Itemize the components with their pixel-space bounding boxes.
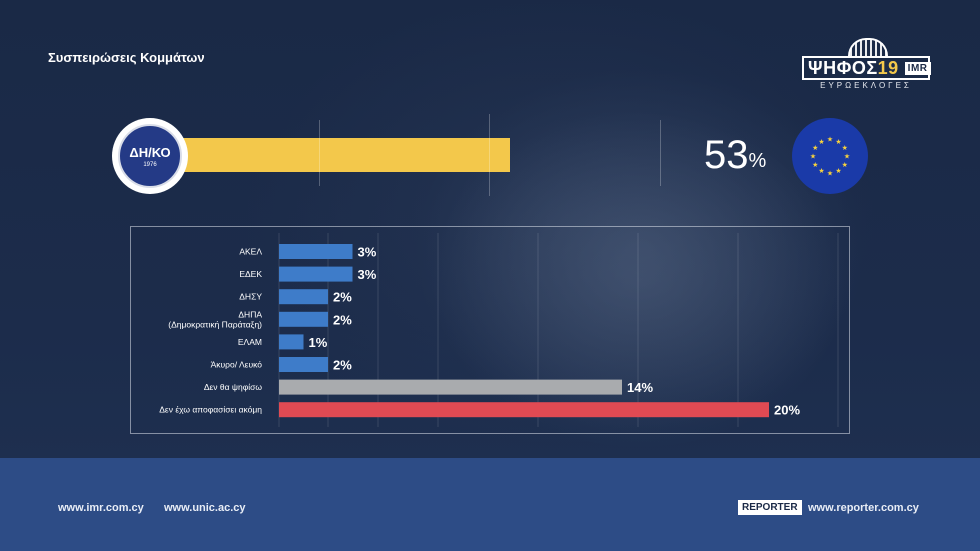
bar-value-label: 2% [333, 358, 352, 373]
category-label: Δεν έχω αποφασίσει ακόμη [159, 405, 262, 415]
eu-star-icon: ★ [827, 170, 833, 178]
eu-star-icon: ★ [810, 153, 816, 161]
gridline [319, 120, 320, 186]
category-label: Άκυρο/ Λευκό [211, 360, 263, 370]
bar [279, 311, 328, 327]
bar [279, 379, 622, 395]
top-party-percent-sign: % [748, 150, 767, 172]
category-label: ΔΗΣΥ [239, 292, 262, 302]
bar-chart: ΑΚΕΛ 3% ΕΔΕΚ 3% ΔΗΣΥ 2% ΔΗΠΑ (Δημοκρατική Παράτ… [159, 233, 839, 427]
eu-star-icon: ★ [844, 153, 850, 161]
logo-wordmark: ΨΗΦΟΣ 19 IMR [802, 56, 931, 80]
footer-link-reporter[interactable]: www.reporter.com.cy [808, 502, 919, 514]
bar-value-label: 14% [627, 380, 653, 395]
eu-star-icon: ★ [835, 167, 841, 175]
category-label: Δεν θα ψηφίσω [204, 382, 263, 392]
bar [279, 357, 328, 372]
top-party-percent-value: 53 [704, 133, 749, 177]
party-logo-year: 1976 [143, 161, 157, 168]
top-party-bar [150, 138, 511, 172]
footer-link-imr[interactable]: www.imr.com.cy [58, 502, 144, 514]
eu-star-icon: ★ [812, 144, 818, 152]
eu-star-icon: ★ [827, 136, 833, 144]
election-logo: ΨΗΦΟΣ 19 IMR ΕΥΡΩΕΚΛΟΓΕΣ [798, 38, 934, 90]
reporter-logo: REPORTER [738, 500, 802, 515]
bar-value-label: 3% [358, 245, 377, 260]
eu-star-icon: ★ [818, 167, 824, 175]
bar-value-label: 2% [333, 312, 352, 327]
eu-flag-icon: ★ ★ ★ ★ ★ ★ ★ ★ ★ ★ ★ ★ [792, 118, 868, 194]
gridline [660, 120, 661, 186]
bar [279, 289, 328, 305]
page-title: Συσπειρώσεις Κομμάτων [48, 50, 205, 65]
logo-number: 19 [877, 57, 899, 78]
eu-star-icon: ★ [835, 138, 841, 146]
bar [279, 244, 353, 259]
category-label: ΔΗΠΑ (Δημοκρατική Παράταξη) [168, 309, 262, 329]
top-party-percent: 53% [704, 133, 766, 177]
imr-logo: IMR [904, 61, 931, 75]
bar [279, 266, 353, 282]
eu-star-icon: ★ [812, 161, 818, 169]
party-logo-diko: ΔΗ/ΚΟ 1976 [112, 118, 188, 194]
bar-value-label: 20% [774, 403, 800, 418]
eu-star-icon: ★ [842, 144, 848, 152]
logo-subtitle: ΕΥΡΩΕΚΛΟΓΕΣ [820, 81, 912, 90]
footer-link-unic[interactable]: www.unic.ac.cy [164, 502, 246, 514]
category-label: ΑΚΕΛ [239, 247, 262, 257]
category-label: ΕΛΑΜ [238, 337, 262, 347]
footer-separator [800, 500, 801, 515]
chart-panel: ΑΚΕΛ 3% ΕΔΕΚ 3% ΔΗΣΥ 2% ΔΗΠΑ (Δημοκρατική Παράτ… [130, 226, 850, 434]
logo-main-text: ΨΗΦΟΣ [808, 57, 878, 78]
eu-star-icon: ★ [818, 138, 824, 146]
party-logo-text: ΔΗ/ΚΟ [129, 144, 171, 160]
gridline [489, 114, 490, 196]
bar [279, 334, 304, 350]
bar-value-label: 2% [333, 290, 352, 305]
bar-value-label: 1% [309, 335, 328, 350]
category-label: ΕΔΕΚ [239, 269, 262, 279]
eu-star-icon: ★ [842, 161, 848, 169]
bar-value-label: 3% [358, 267, 377, 282]
footer [0, 458, 980, 551]
parliament-dome-icon [848, 38, 888, 58]
bar [279, 402, 769, 418]
